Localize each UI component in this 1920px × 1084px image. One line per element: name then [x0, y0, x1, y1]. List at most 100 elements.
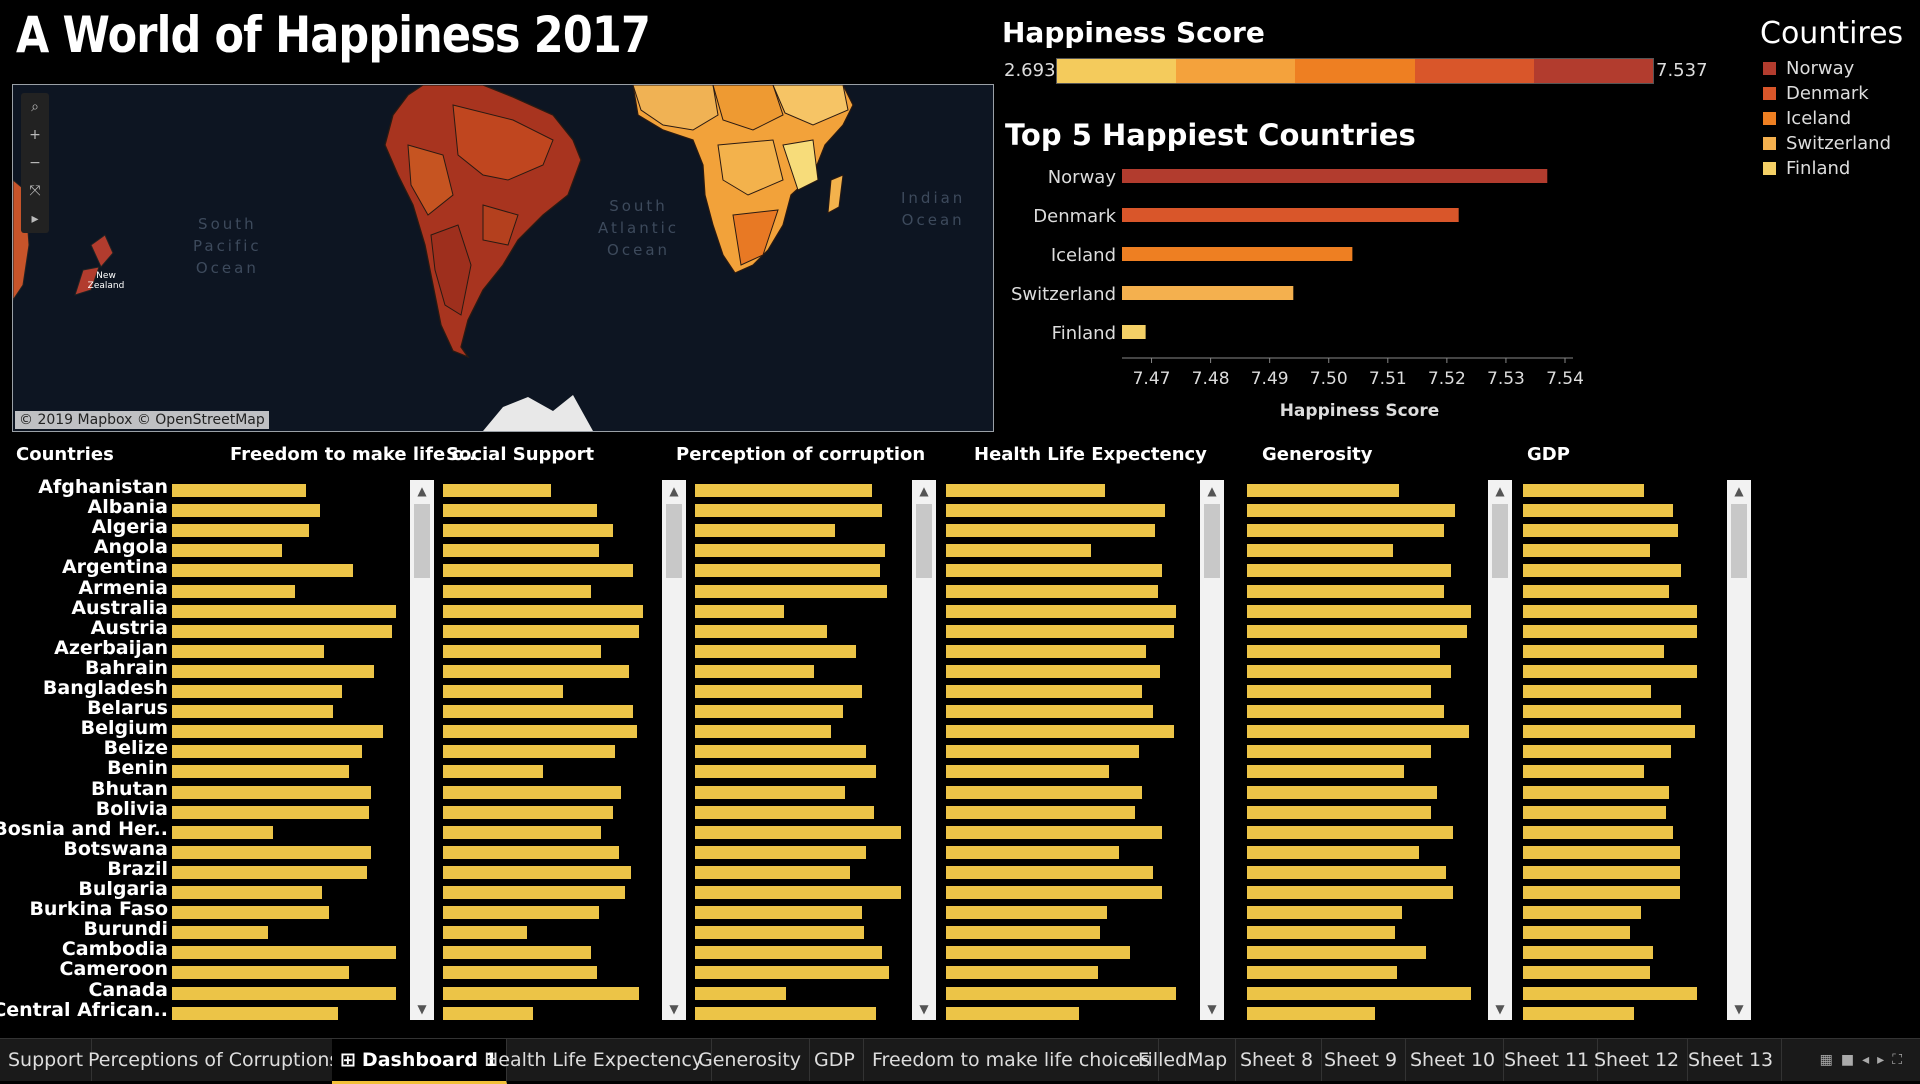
metric-bar[interactable] — [172, 725, 383, 739]
metric-bar[interactable] — [946, 986, 1176, 1000]
metric-bar[interactable] — [695, 524, 836, 538]
metric-bar[interactable] — [172, 966, 349, 980]
metric-bar[interactable] — [443, 504, 597, 518]
metric-bar[interactable] — [1247, 926, 1395, 940]
country-row-label[interactable]: Canada — [88, 978, 168, 1001]
metric-bar[interactable] — [172, 906, 329, 920]
legend-item-switzerland[interactable]: Switzerland — [1763, 133, 1891, 154]
metric-bar[interactable] — [946, 544, 1091, 558]
country-row-label[interactable]: Albania — [87, 496, 169, 519]
metric-bar[interactable] — [443, 705, 633, 719]
metric-bar[interactable] — [1247, 865, 1447, 879]
metric-bar[interactable] — [172, 705, 334, 719]
country-row-label[interactable]: Armenia — [78, 576, 168, 599]
country-row-label[interactable]: Bahrain — [84, 656, 168, 679]
metric-bar[interactable] — [695, 865, 850, 879]
country-row-label[interactable]: Central African.. — [0, 998, 168, 1021]
column-header-0[interactable]: Freedom to make life c.. — [230, 444, 476, 465]
metric-bar[interactable] — [946, 745, 1140, 759]
sheet-tab-sheet-11[interactable]: Sheet 11 — [1496, 1039, 1599, 1081]
metric-bar[interactable] — [443, 1006, 533, 1020]
scroll-down-icon[interactable]: ▼ — [1207, 1002, 1217, 1016]
metric-bar[interactable] — [946, 685, 1142, 698]
country-row-label[interactable]: Benin — [107, 757, 168, 780]
reset-icon[interactable]: ⤧ — [29, 183, 41, 199]
metric-bar[interactable] — [172, 805, 370, 819]
metric-bar[interactable] — [443, 584, 591, 598]
metric-bar[interactable] — [1523, 725, 1696, 739]
top5-bar-switzerland[interactable] — [1122, 286, 1294, 300]
metric-bar[interactable] — [1523, 906, 1641, 920]
metric-bar[interactable] — [443, 544, 599, 558]
metric-bar[interactable] — [695, 484, 873, 497]
scroll-thumb[interactable] — [414, 504, 430, 578]
country-row-label[interactable]: Burkina Faso — [29, 898, 168, 921]
metric-bar[interactable] — [1523, 644, 1664, 658]
sheet-tab-gdp[interactable]: GDP — [806, 1039, 864, 1081]
metric-bar[interactable] — [1247, 845, 1420, 859]
metric-bar[interactable] — [695, 584, 887, 598]
metric-bar[interactable] — [1523, 785, 1670, 799]
metric-bar[interactable] — [946, 564, 1163, 578]
metric-bar[interactable] — [172, 865, 367, 879]
metric-bar[interactable] — [1247, 745, 1431, 759]
metric-bar[interactable] — [1523, 544, 1650, 558]
metric-bar[interactable] — [1523, 705, 1682, 719]
metric-bar[interactable] — [443, 926, 527, 940]
metric-bar[interactable] — [172, 1006, 338, 1020]
country-row-label[interactable]: Botswana — [63, 837, 168, 860]
metric-bar[interactable] — [1247, 624, 1467, 638]
metric-bar[interactable] — [946, 725, 1174, 739]
metric-bar[interactable] — [695, 644, 856, 658]
sheet-tab-sheet-10[interactable]: Sheet 10 — [1402, 1039, 1505, 1081]
metric-bar[interactable] — [1247, 564, 1451, 578]
country-row-label[interactable]: Angola — [93, 536, 168, 559]
metric-bar[interactable] — [946, 524, 1156, 538]
metric-bar[interactable] — [695, 504, 883, 518]
metric-bar[interactable] — [946, 825, 1163, 839]
metric-bar[interactable] — [443, 966, 597, 980]
sheet-tab-sheet-13[interactable]: Sheet 13 — [1680, 1039, 1783, 1081]
sheet-tab-filledmap[interactable]: FilledMap — [1130, 1039, 1237, 1081]
filmstrip-icon[interactable]: ■ — [1840, 1052, 1863, 1068]
scroll-down-icon[interactable]: ▼ — [669, 1002, 679, 1016]
metric-bar[interactable] — [1247, 504, 1456, 518]
metric-bar[interactable] — [443, 484, 551, 497]
metric-bar[interactable] — [1523, 926, 1631, 940]
metric-bar[interactable] — [172, 664, 374, 678]
top5-bar-chart[interactable]: Norway Denmark Iceland Switzerland Finland 7.… — [1000, 162, 1680, 432]
metric-bar[interactable] — [172, 825, 273, 839]
metric-bar[interactable] — [695, 926, 864, 940]
column-scrollbar[interactable]: ▲ ▼ — [662, 480, 686, 1020]
metric-bar[interactable] — [695, 564, 881, 578]
play-icon[interactable]: ▸ — [31, 211, 39, 227]
metric-bar[interactable] — [695, 966, 889, 980]
metric-bar[interactable] — [946, 765, 1110, 779]
scroll-up-icon[interactable]: ▲ — [919, 484, 929, 498]
scroll-up-icon[interactable]: ▲ — [1207, 484, 1217, 498]
country-row-label[interactable]: Belgium — [80, 717, 168, 740]
metric-bar[interactable] — [946, 946, 1130, 960]
metric-bar[interactable] — [695, 604, 784, 618]
search-icon[interactable]: ⌕ — [31, 99, 39, 115]
metric-bar[interactable] — [443, 805, 613, 819]
metric-bar[interactable] — [172, 564, 354, 578]
metric-bar[interactable] — [946, 845, 1119, 859]
scroll-up-icon[interactable]: ▲ — [669, 484, 679, 498]
country-row-label[interactable]: Bhutan — [91, 777, 168, 800]
metric-bar[interactable] — [172, 685, 343, 698]
metric-bar[interactable] — [443, 564, 633, 578]
sheet-tab-support[interactable]: Support — [0, 1039, 93, 1081]
country-row-label[interactable]: Bulgaria — [78, 878, 168, 900]
metric-bar[interactable] — [695, 1006, 877, 1020]
map-attribution[interactable]: © 2019 Mapbox © OpenStreetMap — [15, 411, 269, 429]
country-row-label[interactable]: Argentina — [61, 556, 168, 579]
metric-bar[interactable] — [695, 685, 862, 698]
sheet-tab-sheet-8[interactable]: Sheet 8 — [1232, 1039, 1323, 1081]
country-row-label[interactable]: Belarus — [87, 697, 168, 720]
column-scrollbar[interactable]: ▲ ▼ — [1727, 480, 1751, 1020]
metric-bar[interactable] — [946, 1006, 1080, 1020]
scroll-thumb[interactable] — [1731, 504, 1747, 578]
top5-bar-finland[interactable] — [1122, 325, 1146, 339]
metric-bar[interactable] — [1523, 966, 1650, 980]
